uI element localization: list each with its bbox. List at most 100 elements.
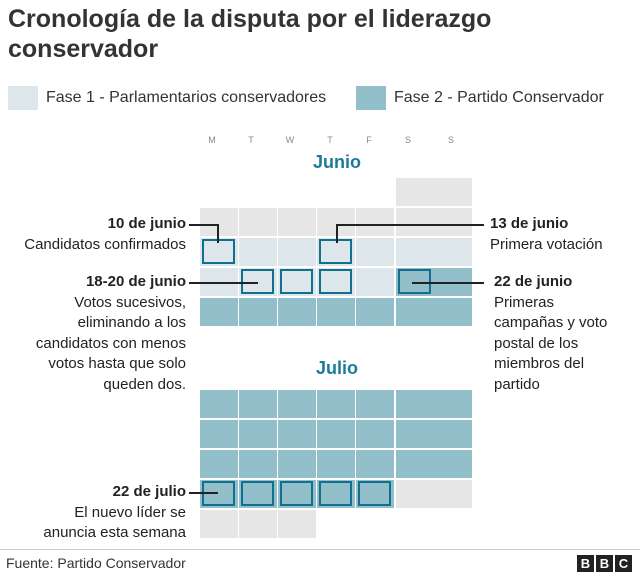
annotation-jun10: 10 de junio Candidatos confirmados: [0, 214, 186, 255]
annotation-jun18-line: Votos sucesivos,: [74, 293, 186, 311]
calendar-day-cell: [278, 390, 316, 418]
highlighted-day-outline: [319, 481, 352, 506]
calendar-day-cell: [396, 208, 434, 236]
calendar-day-cell: [317, 298, 355, 326]
calendar-day-cell: [434, 450, 472, 478]
calendar-day-cell: [200, 238, 238, 266]
calendar-day-cell: [317, 450, 355, 478]
annotation-jun13-line: Primera votación: [490, 235, 603, 253]
calendar-day-cell: [356, 238, 394, 266]
annotation-jun22-date: 22 de junio: [494, 273, 573, 290]
annotation-jul22-line: El nuevo líder se: [74, 503, 186, 521]
highlighted-day-outline: [280, 481, 313, 506]
calendar-day-cell: [239, 238, 277, 266]
legend-label-phase-1: Fase 1 - Parlamentarios conservadores: [46, 89, 327, 106]
calendar-day-cell: [239, 510, 277, 538]
weekday-label: F: [366, 135, 372, 145]
calendar-day-cell: [396, 480, 434, 508]
calendar-day-cell: [356, 268, 394, 296]
calendar-day-cell: [200, 480, 238, 508]
calendar-day-cell: [434, 238, 472, 266]
highlighted-day-outline: [319, 269, 352, 294]
highlighted-day-outline: [241, 481, 274, 506]
month-title-july: Julio: [315, 358, 358, 378]
annotation-jun13: 13 de junio Primera votación: [490, 214, 638, 255]
highlighted-day-outline: [398, 269, 431, 294]
bbc-logo-letter: B: [596, 555, 613, 572]
calendar-day-cell: [396, 390, 434, 418]
calendar-day-cell: [239, 390, 277, 418]
calendar-day-cell: [434, 268, 472, 296]
weekday-label: M: [208, 135, 216, 145]
calendar-day-cell: [434, 298, 472, 326]
annotation-jun18-line: eliminando a los: [77, 314, 186, 331]
calendar-day-cell: [434, 390, 472, 418]
weekday-label: T: [248, 135, 254, 145]
chart-title: Cronología de la disputa por el liderazg…: [8, 5, 492, 63]
annotation-jun18-date: 18-20 de junio: [85, 273, 186, 290]
annotation-jul22: 22 de julio El nuevo líder se anuncia es…: [0, 482, 186, 544]
calendar-day-cell: [278, 268, 316, 296]
weekday-label: S: [404, 135, 411, 145]
calendar-day-cell: [434, 420, 472, 448]
calendar-day-cell: [356, 390, 394, 418]
calendar-day-cell: [200, 208, 238, 236]
month-title-june: Junio: [313, 152, 361, 172]
annotation-jun22-line: postal de los: [494, 334, 579, 352]
annotation-jun22: 22 de junio Primeras campañas y voto pos…: [494, 272, 638, 395]
bbc-logo: B B C: [577, 555, 632, 572]
calendar-day-cell: [239, 450, 277, 478]
calendar-day-cell: [278, 238, 316, 266]
annotation-jul22-date: 22 de julio: [112, 483, 186, 500]
calendar-day-cell: [200, 268, 238, 296]
weekday-label: W: [285, 135, 295, 145]
highlighted-day-outline: [358, 481, 391, 506]
legend-label-phase-2: Fase 2 - Partido Conservador: [394, 89, 604, 106]
annotation-jun18-line: queden dos.: [103, 375, 186, 393]
calendar-day-cell: [356, 420, 394, 448]
highlighted-day-outline: [202, 481, 235, 506]
annotation-jun22-line: miembros del: [494, 355, 585, 372]
annotation-jun18: 18-20 de junio Votos sucesivos, eliminan…: [0, 272, 186, 395]
footer-divider: [0, 549, 640, 550]
annotation-jun10-line: Candidatos confirmados: [24, 235, 186, 253]
calendar-day-cell: [434, 178, 472, 206]
calendar-day-cell: [200, 510, 238, 538]
calendar-day-cell: [278, 510, 316, 538]
calendar-day-cell: [396, 450, 434, 478]
highlighted-day-outline: [241, 269, 274, 294]
calendar-day-cell: [239, 298, 277, 326]
calendar-day-cell: [396, 238, 434, 266]
calendar-day-cell: [317, 208, 355, 236]
annotation-jun18-line: votos hasta que solo: [48, 355, 186, 372]
bbc-logo-letter: C: [615, 555, 632, 572]
bbc-logo-letter: B: [577, 555, 594, 572]
calendar-day-cell: [278, 480, 316, 508]
legend-swatch-phase-1: [8, 86, 38, 110]
calendar-day-cell: [239, 208, 277, 236]
calendar-day-cell: [278, 450, 316, 478]
annotation-jun13-date: 13 de junio: [490, 215, 569, 232]
calendar-day-cell: [200, 390, 238, 418]
annotation-jun22-line: campañas y voto: [494, 314, 608, 331]
calendar-day-cell: [317, 390, 355, 418]
calendar-day-cell: [396, 298, 434, 326]
legend-item-phase-2: Fase 2 - Partido Conservador: [356, 86, 604, 110]
calendar-day-cell: [396, 420, 434, 448]
annotation-jun22-line: partido: [494, 375, 540, 393]
annotation-jun22-line: Primeras: [494, 293, 555, 311]
calendar-day-cell: [356, 208, 394, 236]
weekday-label: T: [327, 135, 333, 145]
calendar-day-cell: [356, 480, 394, 508]
calendar-day-cell: [278, 208, 316, 236]
calendar-day-cell: [356, 298, 394, 326]
calendar-day-cell: [278, 298, 316, 326]
calendar-day-cell: [434, 480, 472, 508]
annotation-jun10-date: 10 de junio: [107, 215, 186, 232]
calendar-day-cell: [239, 420, 277, 448]
legend-swatch-phase-2: [356, 86, 386, 110]
calendar-day-cell: [396, 178, 434, 206]
calendar-day-cell: [356, 450, 394, 478]
source-note: Fuente: Partido Conservador: [6, 555, 186, 571]
calendar-day-cell: [434, 208, 472, 236]
